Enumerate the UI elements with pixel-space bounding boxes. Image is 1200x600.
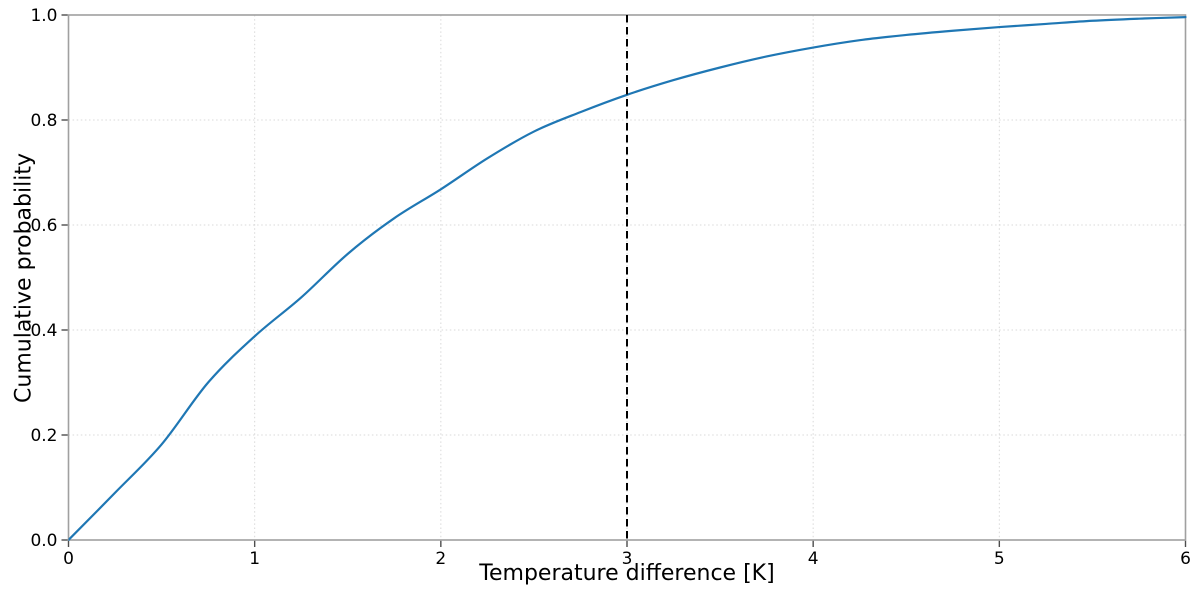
y-tick-label: 0.0	[30, 531, 57, 551]
x-tick-label: 6	[1180, 549, 1191, 569]
x-tick-label: 3	[622, 549, 633, 569]
y-tick-label: 0.6	[30, 216, 57, 236]
cumulative-probability-curve	[68, 16, 1187, 541]
y-tick-label: 0.8	[30, 111, 57, 131]
x-tick-label: 5	[994, 549, 1005, 569]
x-tick-label: 4	[808, 549, 819, 569]
y-tick-label: 0.4	[30, 321, 57, 341]
x-tick-label: 1	[249, 549, 260, 569]
x-tick-label: 2	[435, 549, 446, 569]
x-tick-label: 0	[63, 549, 74, 569]
y-tick-label: 0.2	[30, 426, 57, 446]
y-tick-label: 1.0	[30, 6, 57, 26]
x-axis-label: Temperature difference [K]	[479, 561, 775, 586]
y-axis-label: Cumulative probability	[11, 153, 37, 403]
